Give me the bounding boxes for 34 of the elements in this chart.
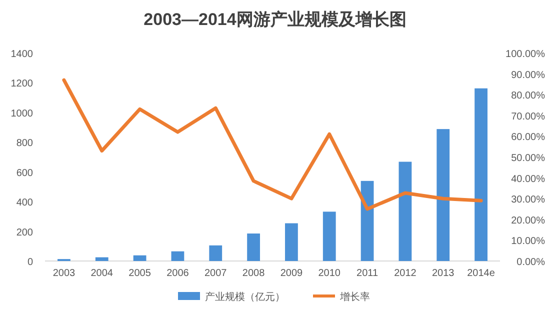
x-tick-label: 2006 <box>166 268 190 279</box>
x-tick-label: 2013 <box>432 268 455 279</box>
y-tick-label: 800 <box>16 138 34 150</box>
x-tick-label: 2014e <box>467 268 496 279</box>
y2-tick-label: 0.00% <box>516 257 546 268</box>
x-tick-label: 2011 <box>356 268 378 279</box>
x-tick-label: 2009 <box>280 268 304 279</box>
y2-tick-label: 10.00% <box>511 236 546 248</box>
x-tick-label: 2003 <box>52 268 76 279</box>
y2-tick-label: 80.00% <box>511 90 546 102</box>
y-tick-label: 600 <box>16 168 34 179</box>
y2-tick-label: 30.00% <box>511 194 546 206</box>
x-tick-label: 2010 <box>318 268 341 279</box>
y-tick-label: 400 <box>16 198 34 209</box>
y-tick-label: 1000 <box>10 108 34 120</box>
y-tick-label: 0 <box>27 257 34 268</box>
x-tick-label: 2004 <box>90 268 114 279</box>
y-tick-label: 1400 <box>10 49 34 60</box>
y2-tick-label: 70.00% <box>511 111 546 122</box>
legend-label: 产业规模（亿元） <box>205 291 285 303</box>
y-tick-label: 1200 <box>10 78 34 90</box>
y2-tick-label: 50.00% <box>511 153 546 164</box>
title: 2003—2014网游产业规模及增长图 <box>144 10 406 29</box>
y2-tick-label: 20.00% <box>511 215 546 226</box>
x-tick-label: 2012 <box>394 268 417 279</box>
y2-tick-label: 100.00% <box>506 49 546 60</box>
y2-tick-label: 40.00% <box>511 174 546 185</box>
x-tick-label: 2005 <box>128 268 152 279</box>
y-tick-label: 200 <box>16 227 34 238</box>
y2-tick-label: 90.00% <box>511 70 546 81</box>
legend-label: 增长率 <box>339 291 370 303</box>
x-tick-label: 2008 <box>242 268 266 279</box>
x-tick-label: 2007 <box>204 268 228 279</box>
y2-tick-label: 60.00% <box>511 132 546 144</box>
